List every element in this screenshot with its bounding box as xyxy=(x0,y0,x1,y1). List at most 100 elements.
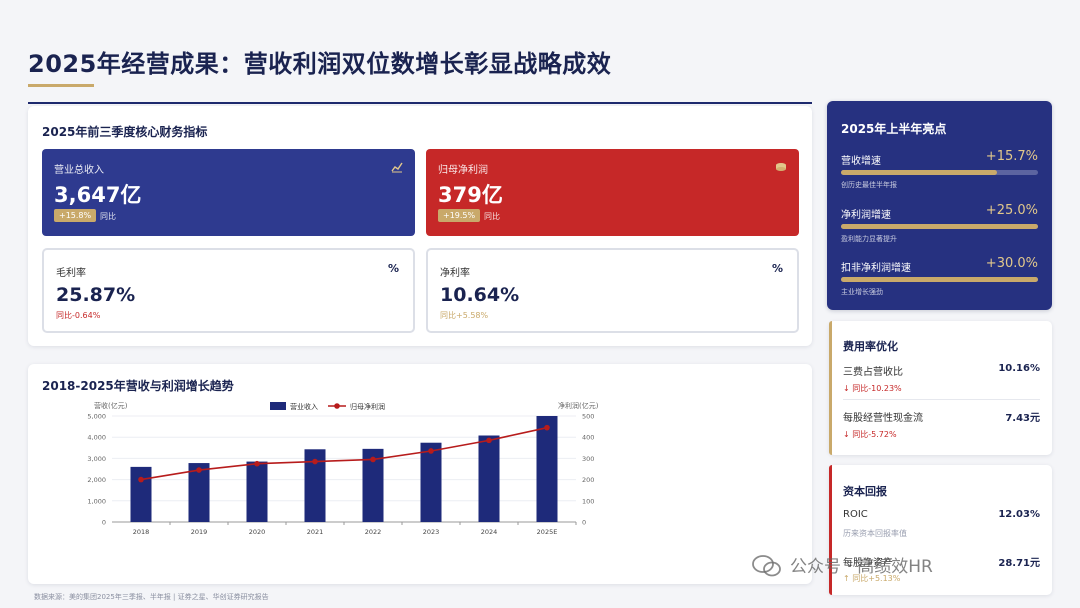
capital-item-value: 12.03% xyxy=(998,509,1040,520)
y2-tick-label: 200 xyxy=(582,476,594,484)
profit-yoy-label: 同比 xyxy=(484,212,500,221)
highlight-progress-track xyxy=(841,277,1038,282)
net-margin-kpi: 净利率 % 10.64% 同比+5.58% xyxy=(426,248,799,333)
x-tick-label: 2025E xyxy=(537,528,558,536)
trend-chart: 营收(亿元) 净利润(亿元) 营业收入 归母净利润 0 1,000 2,000 3,000 4,… xyxy=(87,401,598,536)
y2-tick-label: 0 xyxy=(582,519,586,527)
bar-revenue xyxy=(188,463,210,522)
capital-title: 资本回报 xyxy=(843,485,887,498)
highlight-label: 扣非净利润增速 xyxy=(841,263,911,274)
y-axis-title: 营收(亿元) xyxy=(94,401,128,410)
percent-icon: % xyxy=(771,262,783,275)
highlights-title: 2025年上半年亮点 xyxy=(841,122,947,136)
profit-point xyxy=(312,458,318,465)
y2-tick-label: 100 xyxy=(582,497,594,505)
y2-tick-label: 500 xyxy=(582,413,594,421)
profit-kpi: 归母净利润 379亿 +19.5% 同比 xyxy=(426,149,799,236)
x-tick-label: 2020 xyxy=(249,528,266,536)
cost-optimization-card: 费用率优化 三费占营收比 10.16% ↓ 同比-10.23% 每股经营性现金流… xyxy=(829,321,1052,455)
highlight-progress-fill xyxy=(841,277,1038,282)
gross-margin-change: 同比-0.64% xyxy=(56,311,101,320)
y-tick-label: 5,000 xyxy=(87,413,106,421)
y-tick-label: 3,000 xyxy=(87,455,106,463)
card-accent xyxy=(829,321,832,455)
profit-point xyxy=(254,460,260,467)
gross-margin-label: 毛利率 xyxy=(56,268,86,279)
profit-label: 归母净利润 xyxy=(438,165,488,176)
highlights-panel: 2025年上半年亮点 营收增速 +15.7% 创历史最佳半年报 净利润增速 +2… xyxy=(827,101,1052,310)
revenue-badge: +15.8% xyxy=(54,209,97,222)
highlight-value: +30.0% xyxy=(985,256,1038,271)
revenue-value: 3,647亿 xyxy=(54,183,142,207)
profit-point xyxy=(486,437,492,444)
divider-line xyxy=(28,102,812,104)
chart-title: 2018-2025年营收与利润增长趋势 xyxy=(42,379,234,393)
revenue-label: 营业总收入 xyxy=(54,165,104,176)
cost-title: 费用率优化 xyxy=(843,340,898,353)
legend-label-revenue: 营业收入 xyxy=(290,402,318,411)
bar-revenue xyxy=(420,442,442,522)
highlight-value: +25.0% xyxy=(985,203,1038,218)
x-tick-label: 2022 xyxy=(365,528,382,536)
cost-item-label: 每股经营性现金流 xyxy=(843,413,923,424)
highlight-note: 创历史最佳半年报 xyxy=(841,181,897,189)
profit-point xyxy=(370,456,376,463)
core-metrics-card: 2025年前三季度核心财务指标 营业总收入 3,647亿 +15.8% 同比 归… xyxy=(28,106,812,346)
y2-tick-label: 400 xyxy=(582,434,594,442)
percent-icon: % xyxy=(387,262,399,275)
highlight-label: 营收增速 xyxy=(841,156,881,167)
x-tick-label: 2019 xyxy=(191,528,208,536)
profit-badge: +19.5% xyxy=(438,209,481,222)
cost-item-note: ↓ 同比-10.23% xyxy=(843,384,902,393)
revenue-yoy-label: 同比 xyxy=(100,212,116,221)
capital-item-label: 每股净资产 xyxy=(843,558,893,569)
bar-revenue xyxy=(246,461,268,522)
highlight-note: 盈利能力显著提升 xyxy=(841,235,897,243)
profit-point xyxy=(544,424,550,431)
highlight-note: 主业增长强劲 xyxy=(841,288,883,296)
y2-tick-label: 300 xyxy=(582,455,594,463)
bar-revenue xyxy=(478,435,500,522)
capital-item-value: 28.71元 xyxy=(998,558,1040,569)
line-chart-icon xyxy=(391,162,403,173)
separator xyxy=(843,399,1040,400)
watermark-text: 公众号 · 高绩效HR xyxy=(790,557,933,577)
x-tick-label: 2024 xyxy=(481,528,498,536)
net-margin-label: 净利率 xyxy=(440,268,470,279)
coins-icon xyxy=(776,163,786,171)
cost-item-value: 7.43元 xyxy=(1005,413,1040,424)
highlight-value: +15.7% xyxy=(985,149,1038,164)
y-tick-label: 0 xyxy=(102,519,106,527)
title-underline xyxy=(28,84,94,87)
revenue-kpi: 营业总收入 3,647亿 +15.8% 同比 xyxy=(42,149,415,236)
net-margin-value: 10.64% xyxy=(440,284,520,306)
highlight-progress-fill xyxy=(841,170,997,175)
capital-return-card: 资本回报 ROIC 12.03% 历来资本回报率值 每股净资产 28.71元 ↑… xyxy=(829,465,1052,595)
capital-item-label: ROIC xyxy=(843,509,868,520)
legend-swatch-profit-dot xyxy=(334,403,340,409)
cost-item-label: 三费占营收比 xyxy=(843,367,903,378)
highlight-progress-fill xyxy=(841,224,1038,229)
card-accent xyxy=(829,465,832,595)
x-tick-label: 2023 xyxy=(423,528,440,536)
net-margin-change: 同比+5.58% xyxy=(440,311,489,320)
capital-item-note: 历来资本回报率值 xyxy=(843,529,907,538)
core-metrics-title: 2025年前三季度核心财务指标 xyxy=(42,125,208,139)
profit-point xyxy=(138,476,144,483)
legend-swatch-revenue xyxy=(270,402,286,410)
bar-revenue xyxy=(130,466,152,522)
bar-revenue xyxy=(536,416,558,522)
y-tick-label: 1,000 xyxy=(87,497,106,505)
profit-line xyxy=(140,426,548,481)
bar-revenue xyxy=(304,449,326,522)
x-tick-label: 2018 xyxy=(133,528,150,536)
profit-value: 379亿 xyxy=(438,183,503,207)
cost-item-value: 10.16% xyxy=(998,363,1040,374)
data-source-note: 数据来源：美的集团2025年三季报、半年报 | 证券之星、华创证券研究报告 xyxy=(34,593,269,601)
gross-margin-kpi: 毛利率 % 25.87% 同比-0.64% xyxy=(42,248,415,333)
x-tick-label: 2021 xyxy=(307,528,324,536)
bar-revenue xyxy=(362,448,384,522)
highlight-progress-track xyxy=(841,224,1038,229)
profit-point xyxy=(428,448,434,454)
profit-point xyxy=(196,467,202,473)
